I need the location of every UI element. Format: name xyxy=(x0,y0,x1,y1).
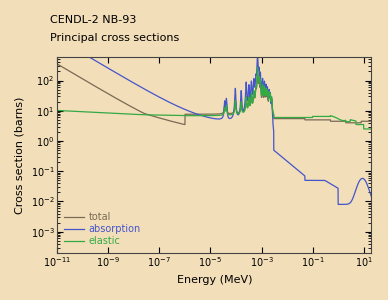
Text: CENDL-2 NB-93: CENDL-2 NB-93 xyxy=(50,15,137,25)
elastic xyxy=(369,127,374,131)
elastic xyxy=(169,113,173,117)
X-axis label: Energy (MeV): Energy (MeV) xyxy=(177,275,252,285)
total xyxy=(183,123,187,126)
Line: absorption: absorption xyxy=(57,38,371,204)
total xyxy=(369,119,374,123)
total xyxy=(305,118,309,122)
elastic xyxy=(255,81,259,84)
elastic xyxy=(288,116,293,119)
Line: elastic: elastic xyxy=(57,68,371,129)
absorption xyxy=(369,194,374,198)
absorption xyxy=(169,101,173,105)
Legend: total, absorption, elastic: total, absorption, elastic xyxy=(62,210,143,248)
absorption xyxy=(255,68,259,72)
total xyxy=(241,110,246,113)
total xyxy=(169,119,173,123)
absorption xyxy=(336,202,340,206)
Text: Principal cross sections: Principal cross sections xyxy=(50,33,180,43)
absorption xyxy=(241,109,246,112)
elastic xyxy=(361,127,366,131)
absorption xyxy=(55,36,60,40)
total xyxy=(288,117,293,120)
elastic xyxy=(71,110,75,113)
absorption xyxy=(305,178,309,182)
total xyxy=(55,62,60,66)
elastic xyxy=(305,116,309,119)
elastic xyxy=(255,66,260,69)
elastic xyxy=(241,110,246,114)
total xyxy=(255,82,259,86)
Line: total: total xyxy=(57,64,371,124)
absorption xyxy=(288,162,293,166)
absorption xyxy=(71,46,75,50)
elastic xyxy=(55,109,60,112)
total xyxy=(71,71,75,75)
Y-axis label: Cross section (barns): Cross section (barns) xyxy=(15,96,25,214)
